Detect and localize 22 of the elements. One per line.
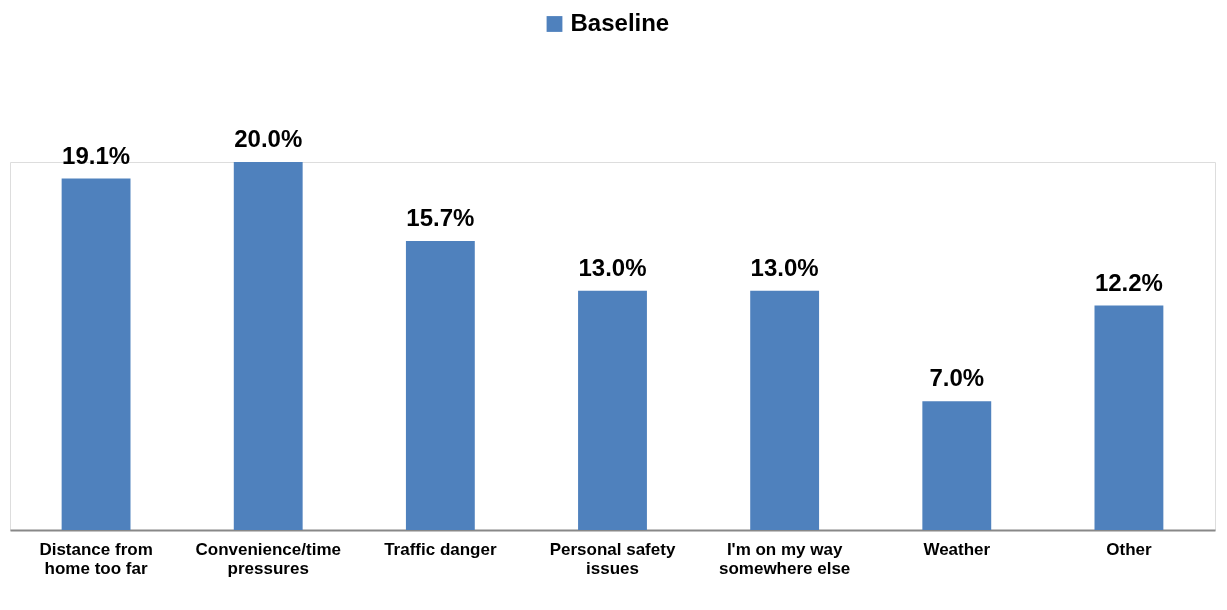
x-tick-label: Convenience/time pressures <box>195 540 341 578</box>
bar <box>61 178 131 530</box>
data-label: 15.7% <box>406 204 475 232</box>
x-tick-label: I'm on my way somewhere else <box>718 540 851 578</box>
bar <box>578 290 647 530</box>
bar <box>750 290 820 530</box>
bar <box>405 241 475 530</box>
x-tick-label: Traffic danger <box>384 540 497 559</box>
legend-label: Baseline <box>570 9 670 36</box>
data-label: 7.0% <box>929 364 985 392</box>
x-tick-label: Weather <box>923 540 991 559</box>
bar <box>233 162 303 530</box>
x-tick-label: Personal safety issues <box>549 540 676 578</box>
data-label: 19.1% <box>62 141 131 169</box>
data-label: 13.0% <box>578 253 647 281</box>
bar <box>922 401 992 530</box>
x-tick-label: Other <box>1106 540 1152 559</box>
data-label: 12.2% <box>1094 268 1163 296</box>
bar <box>1094 305 1164 530</box>
x-tick-label: Distance from home too far <box>39 540 153 578</box>
data-label: 20.0% <box>234 125 303 152</box>
data-label: 13.0% <box>750 253 819 281</box>
